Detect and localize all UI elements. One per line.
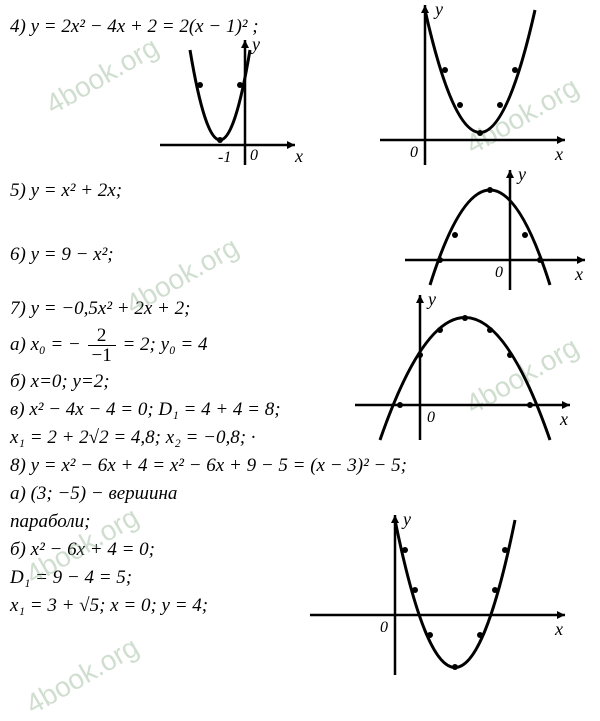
svg-text:0: 0	[380, 619, 388, 636]
svg-text:x: x	[559, 409, 568, 429]
svg-text:y: y	[433, 0, 443, 19]
svg-text:x: x	[294, 146, 303, 166]
svg-text:x: x	[574, 264, 583, 284]
eq-7a-post: = 2; y₀ = 4	[122, 334, 207, 355]
svg-text:0: 0	[410, 144, 418, 161]
svg-text:y: y	[426, 289, 436, 309]
fraction: 2 −1	[88, 326, 116, 365]
graph-5: y x 0	[300, 505, 580, 685]
svg-text:y: y	[516, 164, 526, 184]
eq-8: 8) y = x² − 6x + 4 = x² − 6x + 9 − 5 = (…	[10, 455, 590, 477]
svg-text:x: x	[554, 619, 563, 639]
svg-text:y: y	[250, 34, 260, 54]
graph-3: y x 0	[395, 160, 595, 300]
graph-2: y x 0	[370, 0, 580, 175]
frac-bot: −1	[88, 346, 116, 365]
svg-text:0: 0	[250, 147, 258, 164]
eq-8a1: а) (3; −5) − вершина	[10, 483, 590, 505]
svg-text:0: 0	[427, 409, 435, 426]
graph-4: y x 0	[345, 285, 585, 450]
svg-text:-1: -1	[218, 149, 231, 166]
svg-text:0: 0	[495, 264, 503, 281]
graph-1: y x -1 0	[140, 30, 310, 180]
svg-text:y: y	[401, 509, 411, 529]
watermark: 4book.org	[20, 631, 144, 721]
frac-top: 2	[88, 326, 116, 346]
eq-7a-pre: а) x₀ = −	[10, 334, 81, 355]
